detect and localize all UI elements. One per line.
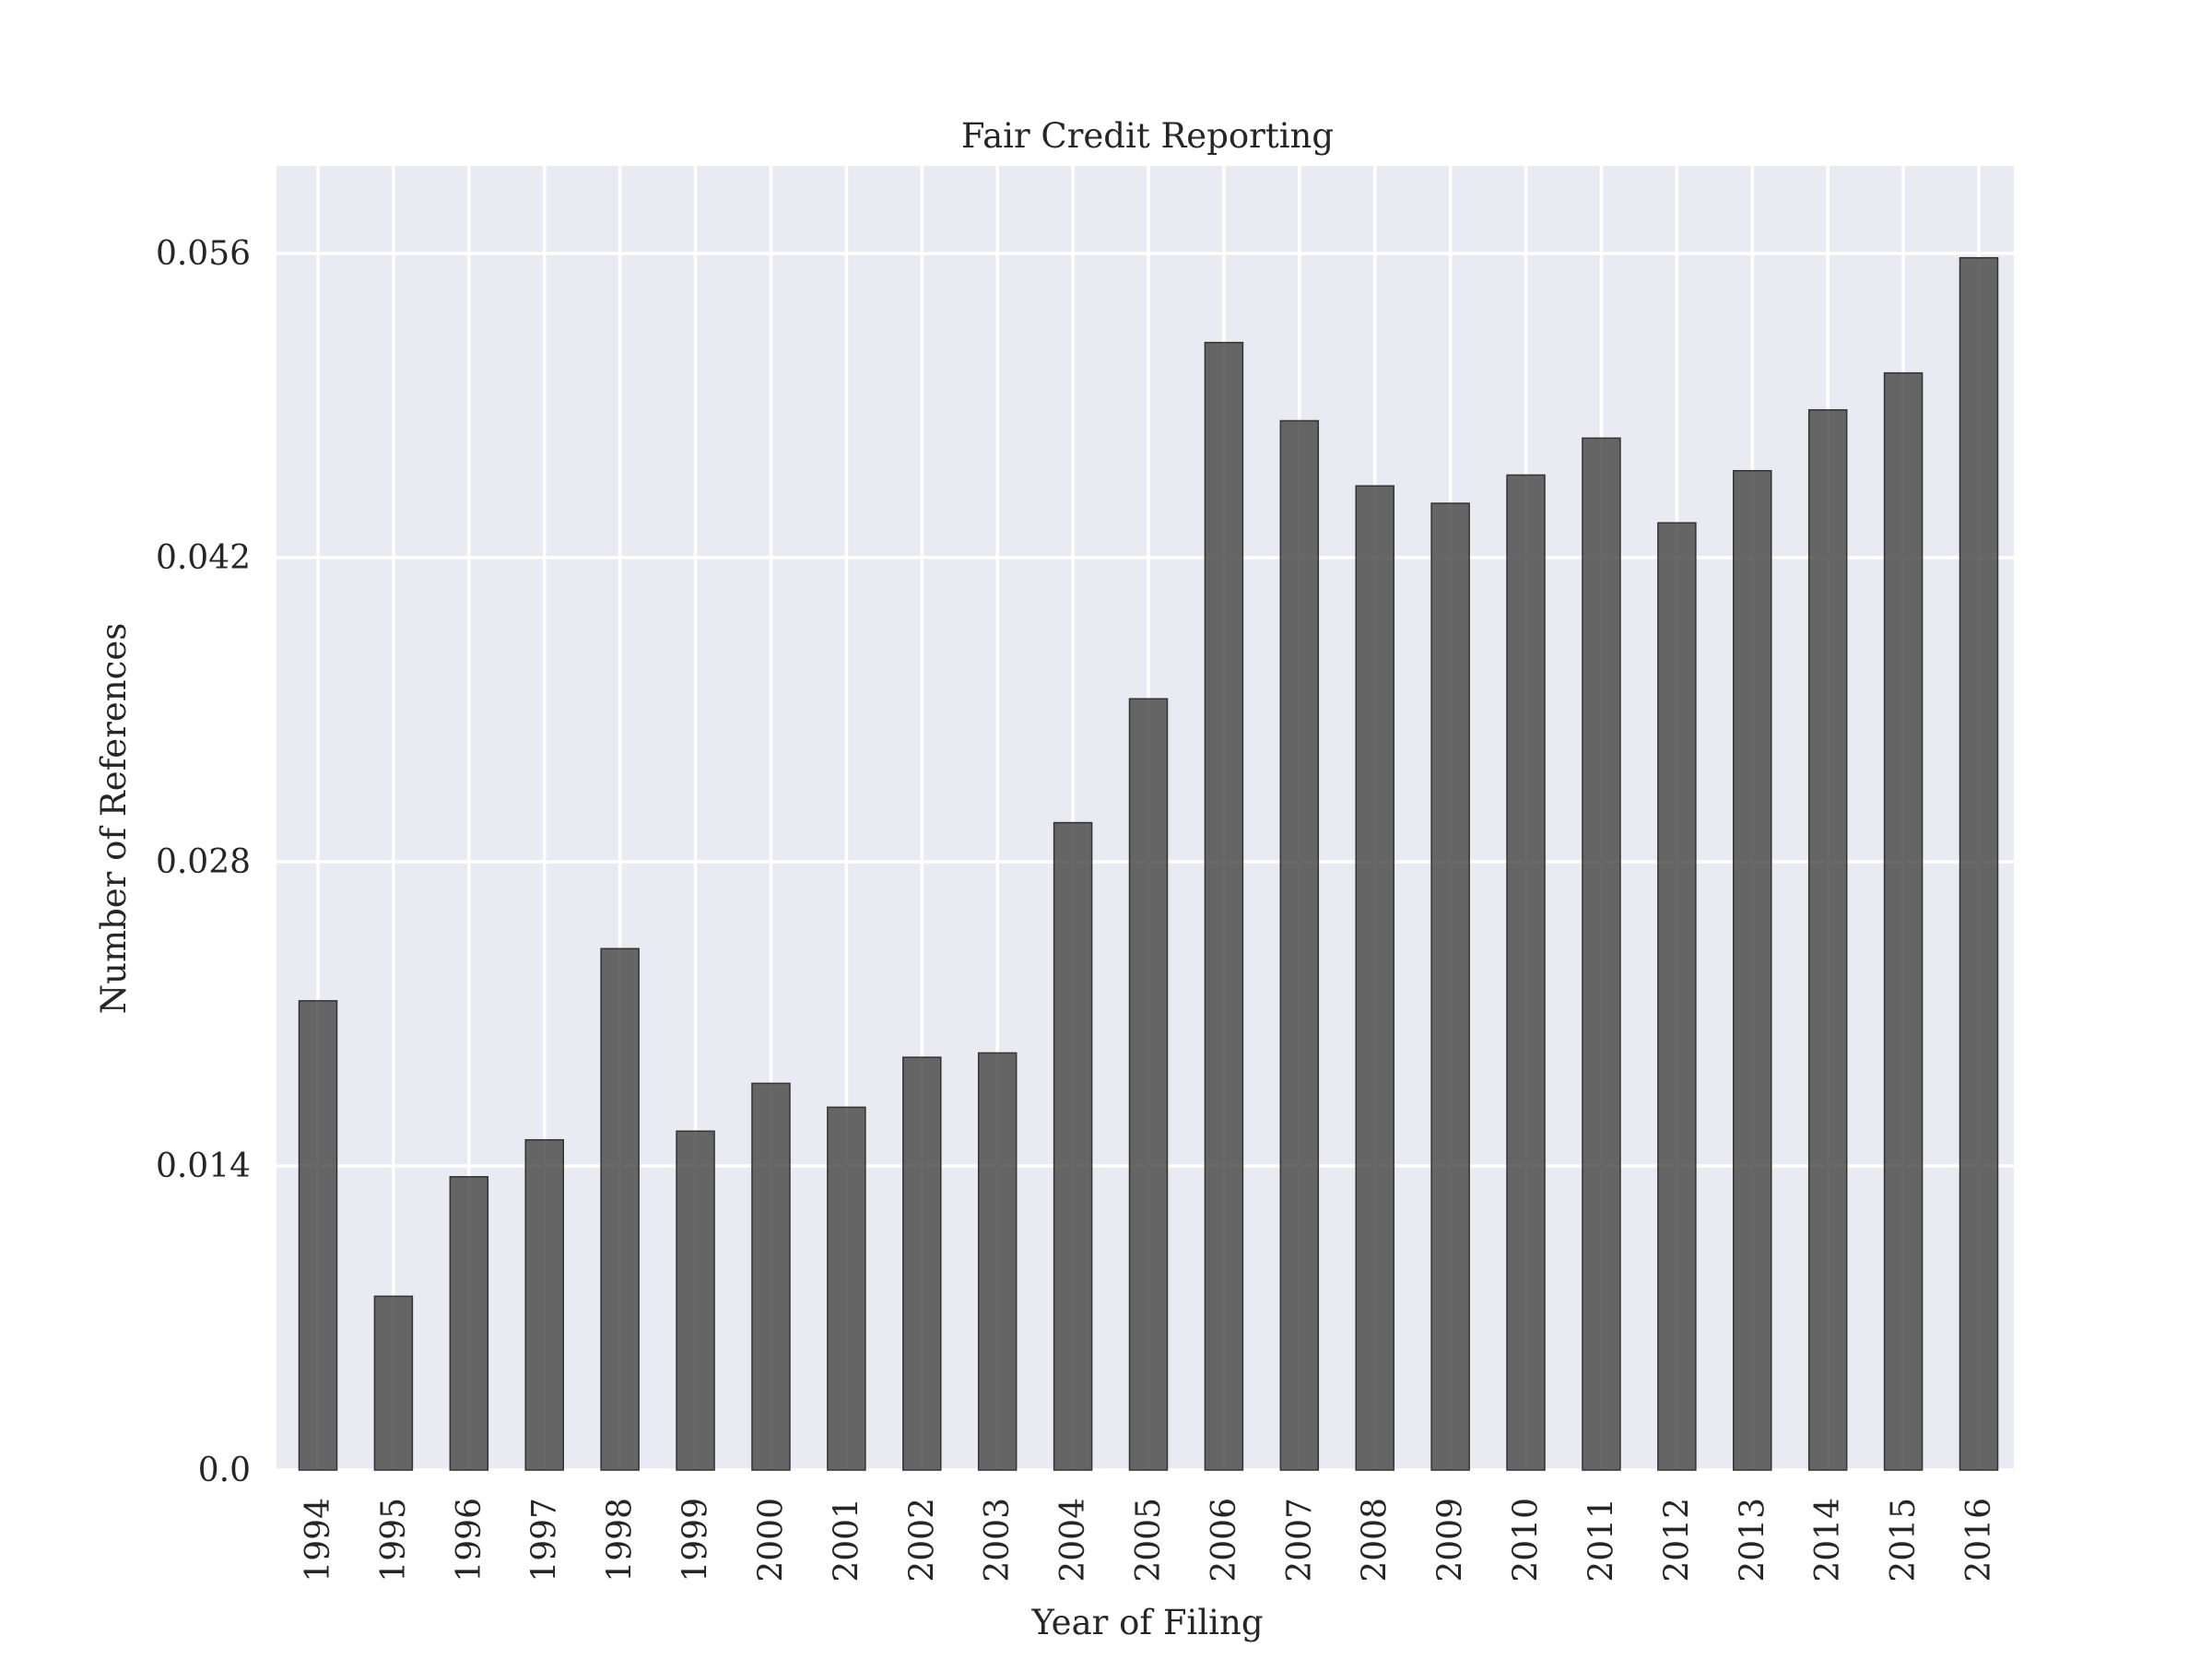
- bars: [298, 256, 1999, 1471]
- x-axis-label: Year of Filing: [1030, 1603, 1263, 1642]
- x-tick-label: 2000: [752, 1498, 790, 1583]
- x-tick-label: 2003: [979, 1498, 1017, 1583]
- x-tick-label: 2007: [1281, 1498, 1319, 1583]
- y-tick-label: 0.0: [198, 1452, 251, 1489]
- x-tick-label: 2006: [1206, 1498, 1243, 1583]
- x-tick-label: 2008: [1357, 1498, 1394, 1583]
- x-tick-label: 1998: [602, 1498, 640, 1583]
- x-tick-label: 2004: [1054, 1498, 1092, 1583]
- bar-2013: [1733, 469, 1772, 1471]
- x-tick-label: 2012: [1658, 1498, 1696, 1583]
- x-tick-label: 1996: [451, 1498, 488, 1583]
- x-tick-labels: 1994 1995 1996 1997 1998 1999 2000 2001 2002 2003…: [300, 1498, 1998, 1583]
- y-tick-labels: 0.0 0.014 0.028 0.042 0.056: [156, 235, 251, 1489]
- x-tick-label: 2013: [1734, 1498, 1771, 1583]
- x-tick-label: 2011: [1583, 1498, 1620, 1583]
- x-tick-label: 1995: [375, 1498, 413, 1583]
- bar-1996: [449, 1176, 489, 1471]
- x-tick-label: 1994: [300, 1498, 337, 1583]
- bar-2015: [1883, 371, 1924, 1471]
- x-tick-label: 2002: [903, 1498, 941, 1583]
- bar-2010: [1506, 474, 1546, 1471]
- x-tick-label: 2005: [1130, 1498, 1168, 1583]
- x-tick-label: 2001: [828, 1498, 865, 1583]
- y-tick-label: 0.042: [156, 539, 251, 577]
- x-tick-label: 1997: [526, 1498, 564, 1583]
- bar-2004: [1053, 821, 1093, 1471]
- bar-1998: [600, 947, 640, 1471]
- x-tick-label: 2015: [1885, 1498, 1923, 1583]
- bar-2014: [1807, 408, 1848, 1471]
- bar-2005: [1128, 698, 1169, 1471]
- bar-2006: [1204, 341, 1244, 1471]
- bar-2009: [1430, 502, 1470, 1471]
- chart-title: Fair Credit Reporting: [961, 116, 1334, 156]
- x-tick-label: 2009: [1432, 1498, 1470, 1583]
- x-tick-label: 2016: [1960, 1498, 1998, 1583]
- bar-2002: [902, 1056, 942, 1471]
- bar-1994: [298, 1000, 338, 1471]
- bar-2011: [1582, 437, 1621, 1471]
- y-axis-label: Number of References: [94, 623, 134, 1014]
- x-tick-label: 2014: [1809, 1498, 1847, 1583]
- bar-2001: [827, 1106, 866, 1471]
- bar-2008: [1355, 485, 1394, 1471]
- bar-2003: [977, 1052, 1018, 1471]
- x-tick-label: 1999: [677, 1498, 715, 1583]
- y-tick-label: 0.028: [156, 843, 251, 881]
- bar-1999: [676, 1130, 715, 1471]
- y-tick-label: 0.014: [156, 1147, 251, 1185]
- x-tick-label: 2010: [1508, 1498, 1546, 1583]
- bar-1997: [524, 1138, 564, 1471]
- bar-2007: [1279, 419, 1320, 1471]
- y-tick-label: 0.056: [156, 235, 251, 273]
- bar-2016: [1959, 256, 1999, 1471]
- bar-1995: [373, 1295, 414, 1471]
- bar-2012: [1657, 522, 1697, 1471]
- bar-2000: [751, 1082, 791, 1471]
